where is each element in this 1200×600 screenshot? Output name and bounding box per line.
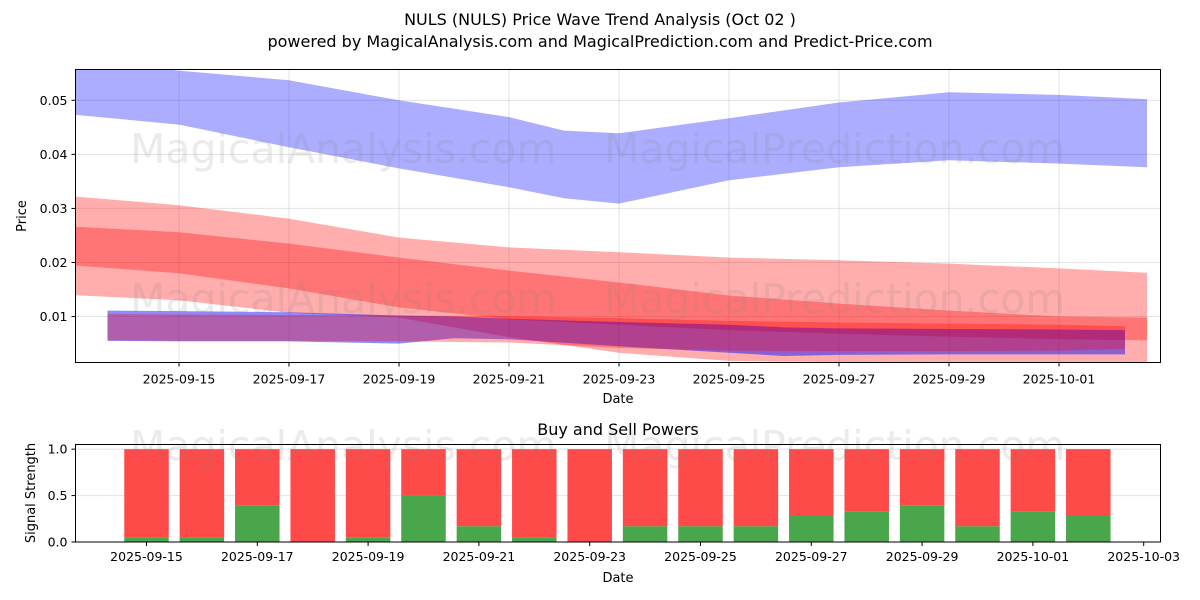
price-y-tick-label: 0.01 <box>40 309 68 324</box>
buy-bar <box>733 526 779 542</box>
price-y-tick-label: 0.02 <box>40 255 68 270</box>
sell-bar <box>179 449 225 538</box>
price-x-tick-label: 2025-09-17 <box>253 372 326 387</box>
watermark-prediction-mid: MagicalPrediction.com <box>604 275 1065 323</box>
power-x-tick-label: 2025-09-23 <box>553 549 626 564</box>
buy-bar <box>124 537 169 542</box>
buy-bar <box>401 495 446 542</box>
sell-bar <box>567 449 612 542</box>
power-bars <box>124 449 1111 542</box>
buy-bar <box>1010 511 1056 542</box>
power-x-tick-label: 2025-09-17 <box>221 549 294 564</box>
buy-bar <box>512 537 557 542</box>
price-y-tick-label: 0.03 <box>40 201 68 216</box>
watermark-analysis-bottom: MagicalAnalysis.com <box>130 422 557 470</box>
power-panel: Buy and Sell Powers MagicalAnalysis.com … <box>24 420 1180 586</box>
buy-bar <box>456 526 502 542</box>
sell-bar <box>1010 449 1056 512</box>
price-x-ticks: 2025-09-15 2025-09-17 2025-09-19 2025-09-21… <box>143 362 1096 387</box>
sell-bar <box>1066 449 1111 516</box>
sell-bar <box>844 449 889 512</box>
buy-bar <box>955 526 1000 542</box>
watermark-analysis-top: MagicalAnalysis.com <box>130 125 557 173</box>
upper-blue-band <box>75 69 1147 204</box>
sell-bar <box>456 449 502 527</box>
price-x-tick-label: 2025-10-01 <box>1023 372 1096 387</box>
power-x-tick-label: 2025-09-15 <box>110 549 183 564</box>
power-y-tick-label: 1.0 <box>48 442 68 457</box>
inner-red-band <box>75 226 1147 341</box>
price-grid <box>75 69 1161 363</box>
power-chart-title: Buy and Sell Powers <box>537 420 699 439</box>
sell-bar <box>235 449 280 506</box>
power-y-tick-label: 0.5 <box>48 488 68 503</box>
watermark-analysis-mid: MagicalAnalysis.com <box>130 275 557 323</box>
power-x-tick-label: 2025-09-27 <box>775 549 848 564</box>
buy-bar <box>235 505 280 542</box>
sell-bar <box>401 449 446 496</box>
price-x-tick-label: 2025-09-21 <box>473 372 546 387</box>
price-y-axis-label: Price <box>15 200 30 232</box>
power-x-tick-label: 2025-10-01 <box>997 549 1070 564</box>
power-axes-frame <box>75 444 1161 543</box>
buy-bar <box>789 516 834 542</box>
power-x-tick-label: 2025-09-25 <box>664 549 737 564</box>
price-y-tick-label: 0.04 <box>40 147 68 162</box>
sell-bar <box>789 449 834 516</box>
sell-bar <box>733 449 779 527</box>
sell-bar <box>512 449 557 538</box>
buy-bar <box>899 505 945 542</box>
power-x-ticks: 2025-09-15 2025-09-17 2025-09-19 2025-09-21… <box>110 542 1180 564</box>
lower-red-band <box>107 313 1125 352</box>
price-x-tick-label: 2025-09-29 <box>913 372 986 387</box>
sell-bar <box>124 449 169 538</box>
price-bands <box>75 69 1147 363</box>
power-y-ticks: 0.0 0.5 1.0 <box>48 442 76 550</box>
power-x-tick-label: 2025-09-21 <box>443 549 516 564</box>
buy-bar <box>1066 516 1111 542</box>
chart-title: NULS (NULS) Price Wave Trend Analysis (O… <box>404 10 796 29</box>
price-axes-frame <box>75 69 1161 363</box>
price-x-tick-label: 2025-09-23 <box>583 372 656 387</box>
sell-bar <box>345 449 391 538</box>
price-x-tick-label: 2025-09-15 <box>143 372 216 387</box>
outer-red-band <box>75 196 1147 363</box>
chart-subtitle: powered by MagicalAnalysis.com and Magic… <box>267 32 933 51</box>
watermark-prediction-top: MagicalPrediction.com <box>604 125 1065 173</box>
power-y-tick-label: 0.0 <box>48 535 68 550</box>
power-x-tick-label: 2025-09-29 <box>886 549 959 564</box>
power-y-axis-label: Signal Strength <box>24 443 39 543</box>
price-x-axis-label: Date <box>602 392 633 407</box>
buy-bar <box>345 537 391 542</box>
price-y-ticks: 0.01 0.02 0.03 0.04 0.05 <box>40 93 76 324</box>
price-x-tick-label: 2025-09-27 <box>803 372 876 387</box>
sell-bar <box>678 449 723 527</box>
buy-bar <box>622 526 668 542</box>
power-x-tick-label: 2025-10-03 <box>1107 549 1180 564</box>
price-x-tick-label: 2025-09-19 <box>363 372 436 387</box>
buy-bar <box>678 526 723 542</box>
buy-bar <box>844 511 889 542</box>
lower-blue-band <box>107 310 1125 356</box>
sell-bar <box>622 449 668 527</box>
price-y-tick-label: 0.05 <box>40 93 68 108</box>
sell-bar <box>899 449 945 506</box>
price-x-tick-label: 2025-09-25 <box>693 372 766 387</box>
power-x-tick-label: 2025-09-19 <box>332 549 405 564</box>
sell-bar <box>290 449 335 542</box>
power-x-axis-label: Date <box>602 571 633 586</box>
price-panel: MagicalAnalysis.com MagicalPrediction.co… <box>15 69 1161 407</box>
buy-bar <box>179 537 225 542</box>
sell-bar <box>955 449 1000 527</box>
watermark-prediction-bottom: MagicalPrediction.com <box>604 422 1065 470</box>
